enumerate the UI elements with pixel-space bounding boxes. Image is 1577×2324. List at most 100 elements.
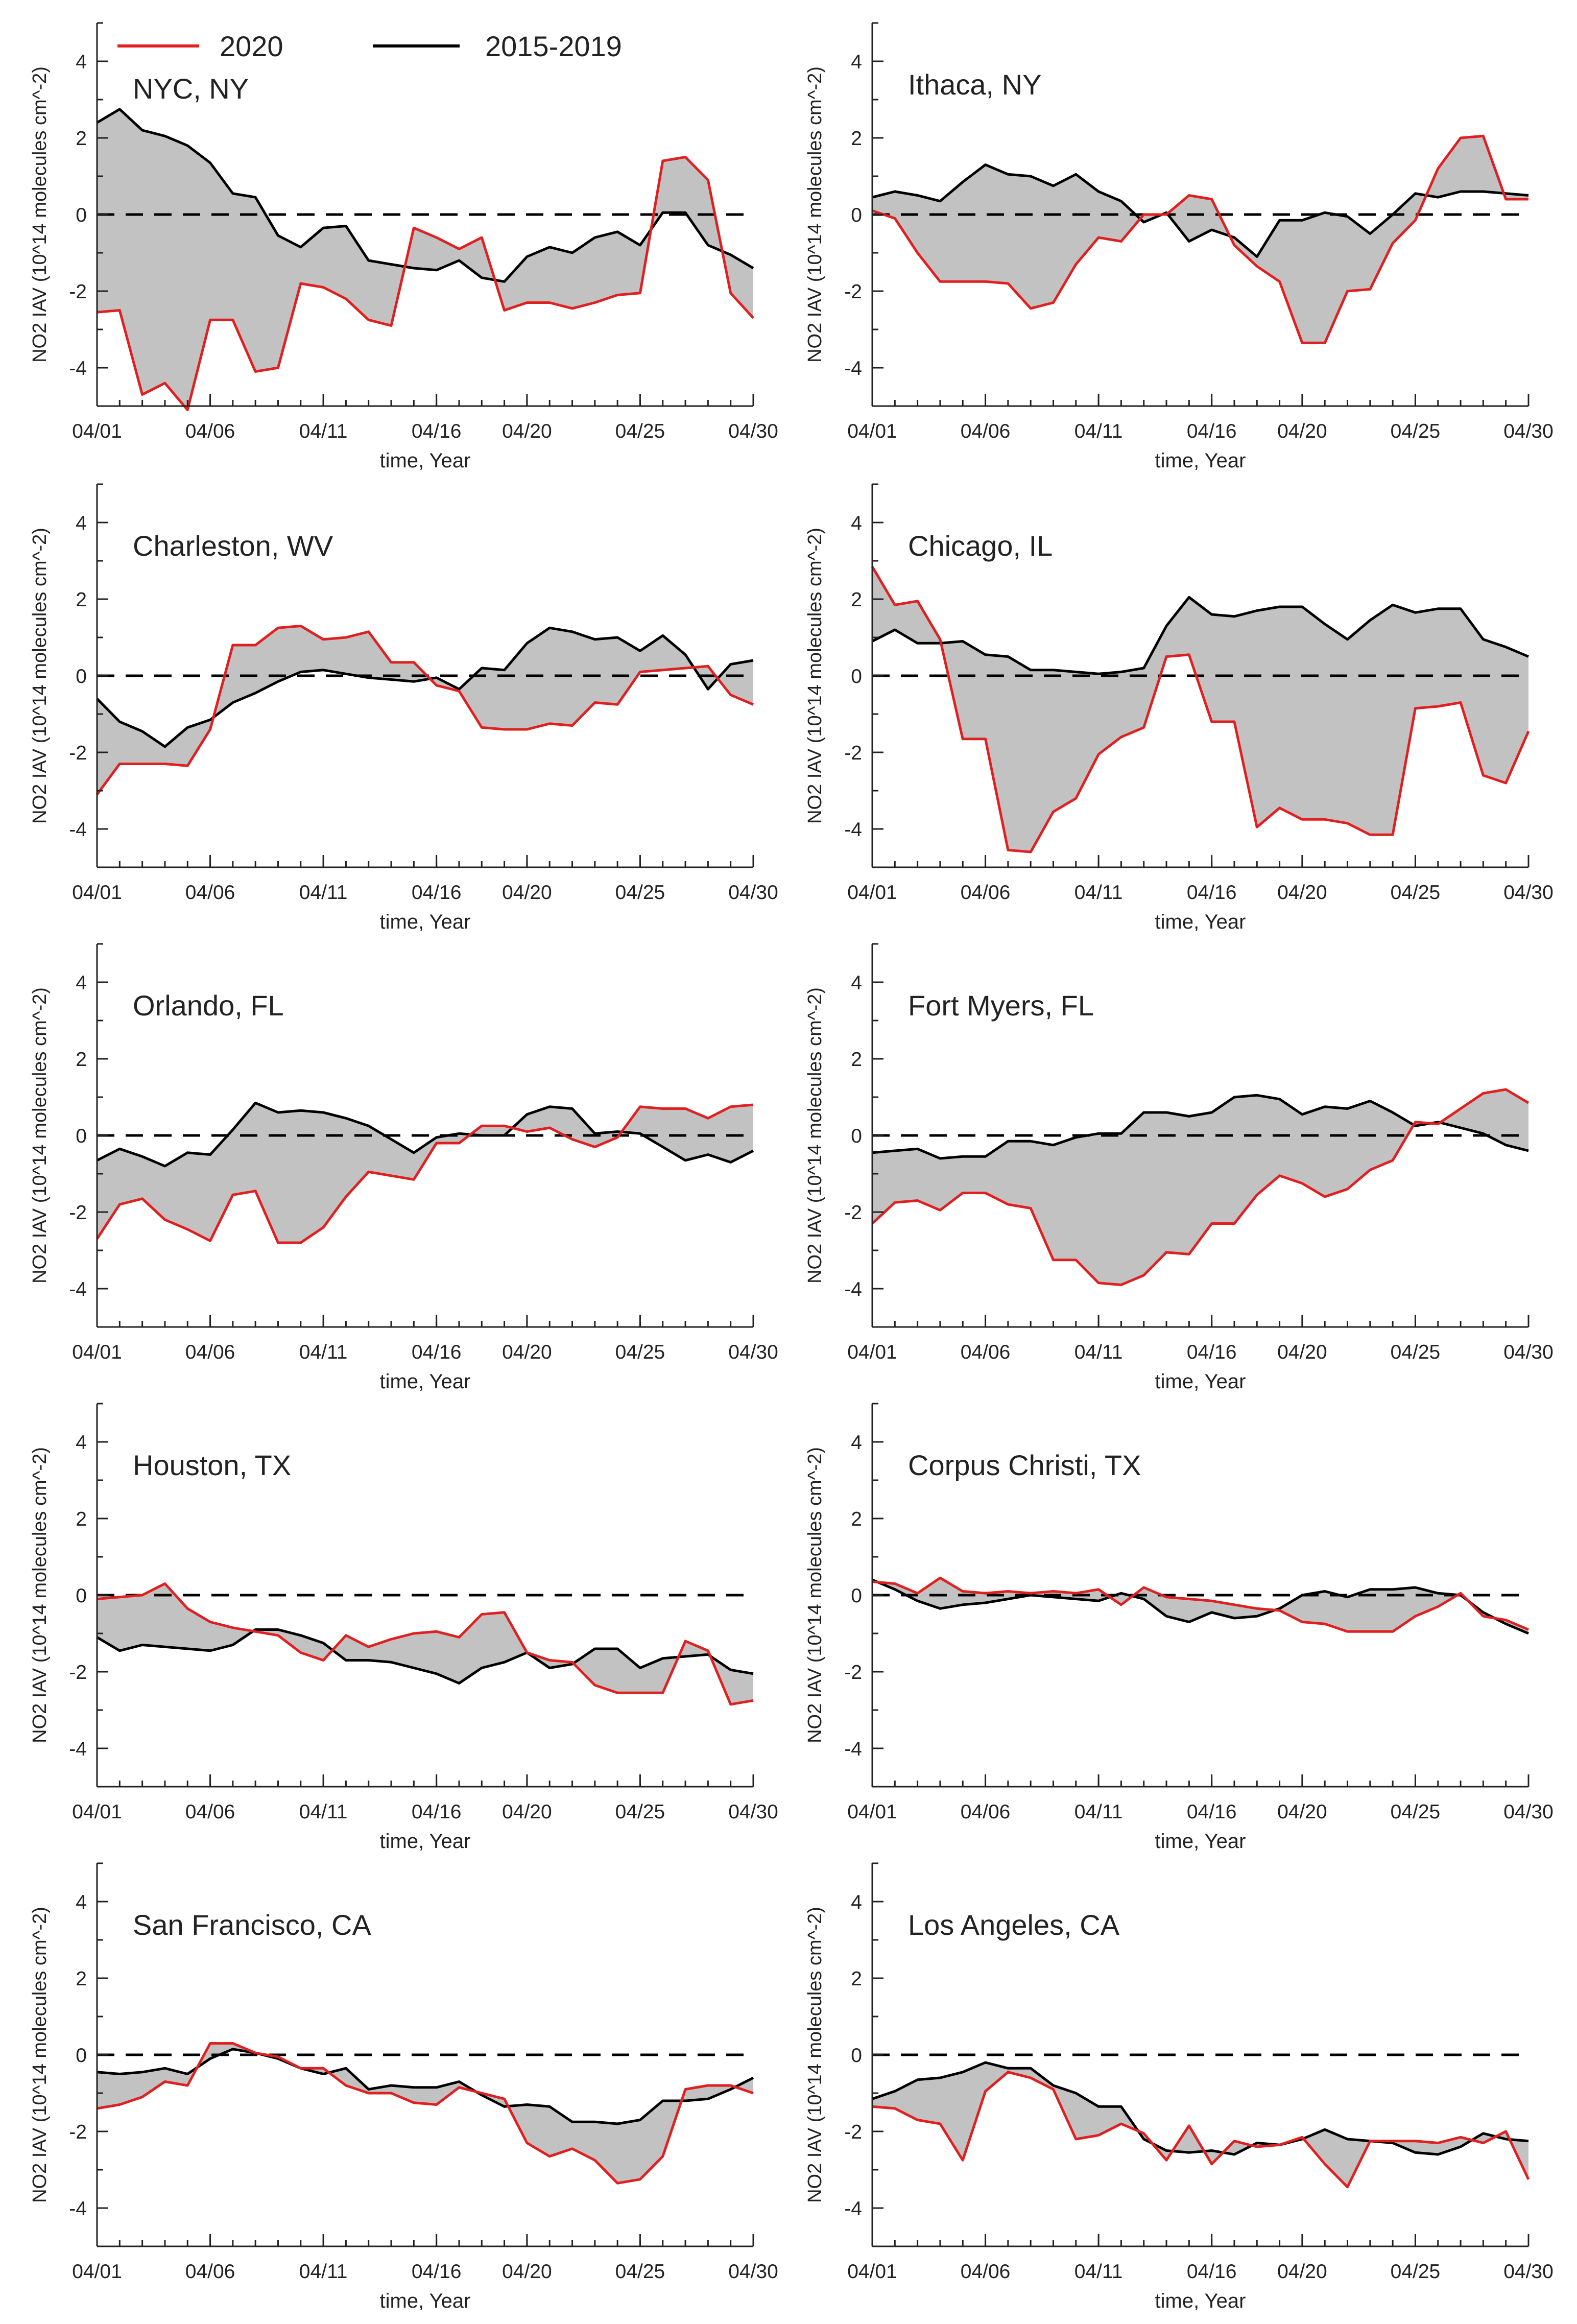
y-tick-label: -2 <box>69 281 87 303</box>
y-tick-label: -4 <box>69 1738 87 1760</box>
y-tick-label: 4 <box>76 512 87 534</box>
y-tick-label: -4 <box>844 819 862 841</box>
y-tick-label: 0 <box>851 666 862 687</box>
panel-title: Houston, TX <box>133 1449 291 1481</box>
x-tick-label: 04/01 <box>72 1341 122 1363</box>
y-tick-label: -4 <box>69 2198 87 2220</box>
y-tick-label: -4 <box>69 1278 87 1300</box>
x-tick-label: 04/16 <box>1187 1341 1237 1363</box>
x-axis-label: time, Year <box>380 449 471 472</box>
panel-title: Orlando, FL <box>133 989 284 1022</box>
x-axis-label: time, Year <box>1155 1370 1246 1393</box>
y-tick-label: -2 <box>69 1662 87 1683</box>
difference-area <box>97 109 753 410</box>
difference-area <box>97 2043 753 2184</box>
x-tick-label: 04/01 <box>847 1341 897 1363</box>
x-axis-label: time, Year <box>1155 449 1246 472</box>
x-tick-label: 04/25 <box>615 882 665 904</box>
y-axis-label: NO2 IAV (10^14 molecules cm^-2) <box>29 1907 51 2203</box>
y-tick-label: 4 <box>76 51 87 73</box>
x-axis-label: time, Year <box>380 2290 471 2312</box>
x-tick-label: 04/30 <box>1503 882 1554 904</box>
y-tick-label: 4 <box>851 512 862 534</box>
x-tick-label: 04/25 <box>1391 882 1441 904</box>
x-tick-label: 04/16 <box>412 1801 462 1823</box>
y-tick-label: 2 <box>851 1968 862 1990</box>
y-tick-label: -4 <box>844 1738 862 1760</box>
y-tick-label: 4 <box>851 1432 862 1454</box>
y-axis-label: NO2 IAV (10^14 molecules cm^-2) <box>29 66 51 363</box>
x-tick-label: 04/16 <box>412 2261 462 2283</box>
x-tick-label: 04/20 <box>1277 420 1327 442</box>
panel-title: NYC, NY <box>133 73 249 105</box>
difference-area <box>872 1089 1528 1285</box>
series-line-2020 <box>871 566 1530 853</box>
series-line-2020 <box>97 156 754 411</box>
y-tick-label: -2 <box>844 742 862 764</box>
panel-houston-tx: -4 -2 0 2 4 04/01 04/06 04/11 04/16 04/20 04/25 04/… <box>29 1403 778 1853</box>
series-line-2015-2019 <box>96 626 754 748</box>
difference-area <box>97 1583 753 1704</box>
difference-area <box>97 626 753 795</box>
x-tick-label: 04/25 <box>1391 420 1441 442</box>
y-tick-label: 0 <box>76 204 87 226</box>
y-tick-label: 0 <box>851 1585 862 1607</box>
panel-fort-myers-fl: -4 -2 0 2 4 04/01 04/06 04/11 04/16 04/20 04/25 04/… <box>804 943 1554 1393</box>
x-tick-label: 04/30 <box>728 420 778 442</box>
x-tick-label: 04/25 <box>615 420 665 442</box>
y-tick-label: 4 <box>851 972 862 994</box>
panel-san-francisco-ca: -4 -2 0 2 4 04/01 04/06 04/11 04/16 04/20 04/25 04/… <box>29 1862 778 2312</box>
y-tick-label: -2 <box>844 281 862 303</box>
x-tick-label: 04/25 <box>615 1801 665 1823</box>
x-tick-label: 04/20 <box>1277 1801 1327 1823</box>
y-tick-label: 2 <box>851 1508 862 1530</box>
y-tick-label: -4 <box>69 819 87 841</box>
x-tick-label: 04/30 <box>1503 1341 1554 1363</box>
series-line-2020 <box>872 1576 1529 1633</box>
difference-area <box>872 136 1528 343</box>
x-tick-label: 04/20 <box>502 882 552 904</box>
panel-nyc-ny: -4 -2 0 2 4 04/01 04/06 04/11 04/16 04/20 04/25 04/… <box>29 22 778 472</box>
panel-chicago-il: -4 -2 0 2 4 04/01 04/06 04/11 04/16 04/20 04/25 04/… <box>804 483 1554 933</box>
y-tick-label: -2 <box>844 1202 862 1224</box>
legend-label-2020: 2020 <box>220 30 283 62</box>
x-tick-label: 04/11 <box>1074 420 1123 442</box>
x-tick-label: 04/11 <box>1074 1801 1123 1823</box>
x-tick-label: 04/30 <box>1503 1801 1554 1823</box>
y-axis-label: NO2 IAV (10^14 molecules cm^-2) <box>29 987 51 1284</box>
x-tick-label: 04/25 <box>1391 2261 1441 2283</box>
x-tick-label: 04/11 <box>299 882 348 904</box>
x-axis-label: time, Year <box>380 1370 471 1393</box>
x-tick-label: 04/06 <box>185 1801 235 1823</box>
x-tick-label: 04/06 <box>961 1801 1011 1823</box>
x-tick-label: 04/16 <box>1187 1801 1237 1823</box>
panel-title: Ithaca, NY <box>908 68 1041 101</box>
x-tick-label: 04/16 <box>1187 2261 1237 2283</box>
y-tick-label: 2 <box>76 1968 87 1990</box>
x-tick-label: 04/06 <box>961 420 1011 442</box>
y-tick-label: -4 <box>844 358 862 380</box>
x-tick-label: 04/25 <box>615 1341 665 1363</box>
x-tick-label: 04/06 <box>185 2261 235 2283</box>
y-axis-label: NO2 IAV (10^14 molecules cm^-2) <box>804 1907 826 2203</box>
panel-charleston-wv: -4 -2 0 2 4 04/01 04/06 04/11 04/16 04/20 04/25 04/… <box>29 483 778 933</box>
difference-area <box>872 2062 1528 2187</box>
x-tick-label: 04/01 <box>72 1801 122 1823</box>
x-tick-label: 04/20 <box>1277 882 1327 904</box>
x-tick-label: 04/11 <box>1074 2261 1123 2283</box>
x-tick-label: 04/16 <box>412 882 462 904</box>
x-tick-label: 04/30 <box>728 1341 778 1363</box>
x-tick-label: 04/16 <box>1187 420 1237 442</box>
x-axis-label: time, Year <box>380 1830 471 1853</box>
series-line-2020 <box>872 2071 1530 2189</box>
x-tick-label: 04/20 <box>1277 2261 1327 2283</box>
panel-ithaca-ny: -4 -2 0 2 4 04/01 04/06 04/11 04/16 04/20 04/25 04/… <box>804 22 1554 472</box>
y-axis-label: NO2 IAV (10^14 molecules cm^-2) <box>804 987 826 1284</box>
x-tick-label: 04/11 <box>1074 882 1123 904</box>
panel-title: Los Angeles, CA <box>908 1909 1120 1941</box>
y-tick-label: 4 <box>851 51 862 73</box>
x-tick-label: 04/20 <box>1277 1341 1327 1363</box>
y-tick-label: -2 <box>69 1202 87 1224</box>
y-axis-label: NO2 IAV (10^14 molecules cm^-2) <box>29 1447 51 1743</box>
